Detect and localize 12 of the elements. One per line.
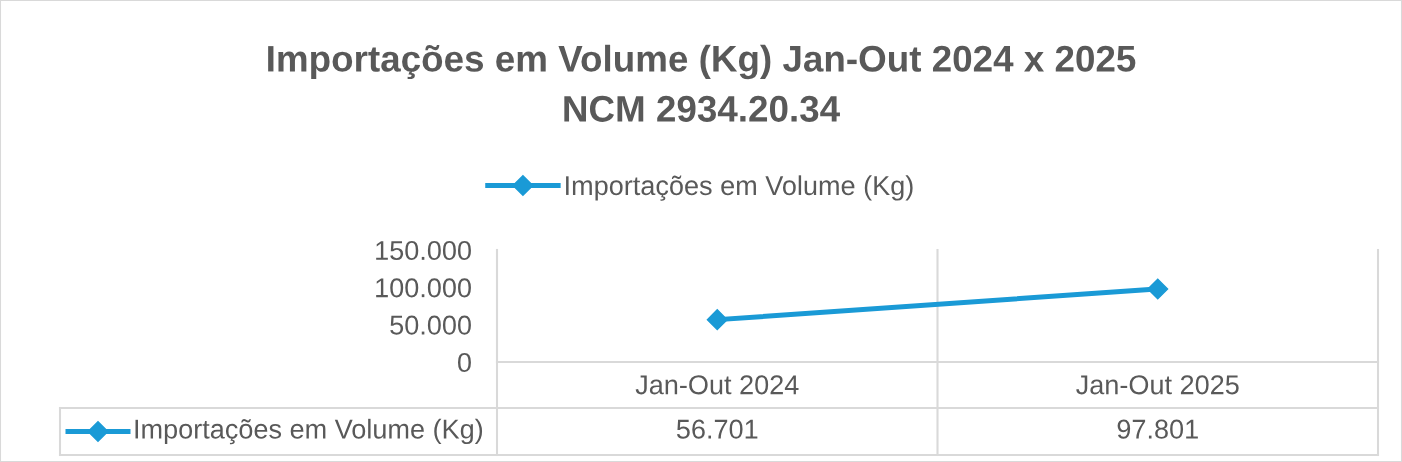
y-tick-label: 50.000 — [390, 315, 471, 335]
text: Importações em Volume (Kg) — [135, 418, 483, 445]
chart-subtitle: NCM 2934.20.34 — [564, 95, 840, 122]
y-tick-label: 0 — [458, 352, 471, 373]
legend-label: Importações em Volume (Kg) — [566, 175, 913, 201]
x-tick-label: Jan-Out 2025 — [1076, 375, 1239, 395]
chart-title: Importações em Volume (Kg) Jan-Out 2024 x 2025 — [268, 44, 1136, 80]
y-tick-label: 100.000 — [376, 278, 471, 298]
data-label: 97.801 — [1117, 419, 1198, 439]
data-label: 56.701 — [676, 419, 758, 439]
y-tick-label: 150.000 — [376, 240, 471, 261]
x-tick-label: Jan-Out 2024 — [635, 375, 799, 395]
